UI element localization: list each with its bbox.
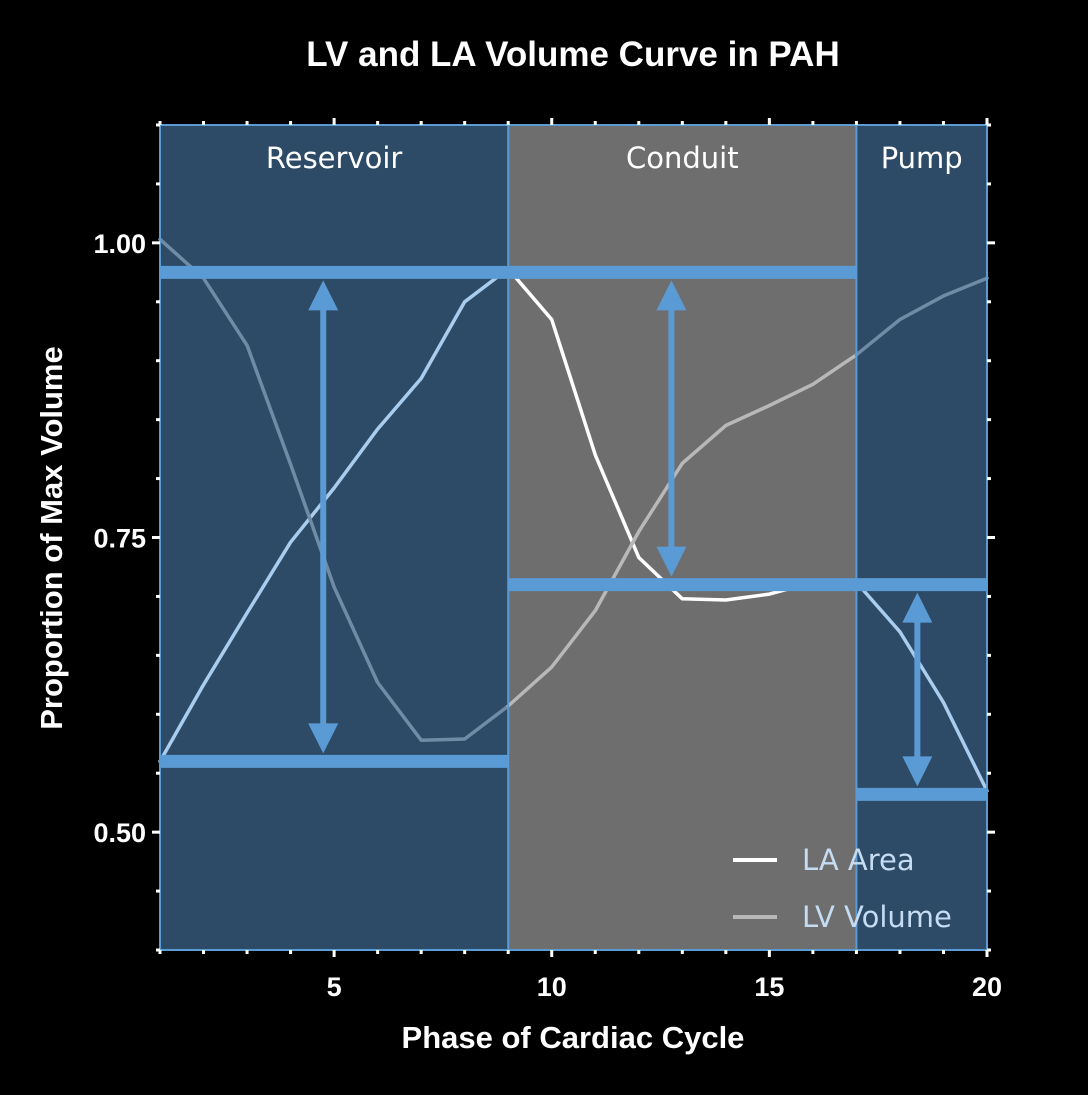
- y-tick-label-0.75: 0.75: [93, 524, 146, 554]
- x-tick-label-20: 20: [972, 972, 1002, 1002]
- x-axis-label: Phase of Cardiac Cycle: [402, 1020, 745, 1055]
- legend-label-lv-volume: LV Volume: [802, 900, 952, 934]
- phase-label-pump: Pump: [881, 141, 963, 175]
- phase-region-reservoir: [160, 125, 509, 950]
- chart-title: LV and LA Volume Curve in PAH: [306, 35, 839, 74]
- double-arrow-head-bottom-1: [308, 723, 339, 754]
- x-tick-label-10: 10: [537, 972, 567, 1002]
- double-arrow-head-bottom-2: [656, 546, 687, 577]
- double-arrow-head-top-2: [656, 280, 687, 311]
- double-arrow-head-top-3: [902, 592, 933, 623]
- phase-region-pump: [856, 125, 987, 950]
- phase-region-conduit: [508, 125, 857, 950]
- double-arrow-head-top-1: [308, 280, 339, 311]
- double-arrow-head-bottom-3: [902, 756, 933, 787]
- series-line-la-area-segment-3: [854, 580, 989, 793]
- y-tick-label-1: 1.00: [93, 229, 146, 259]
- series-line-la-area-segment-1: [158, 267, 510, 764]
- x-tick-label-5: 5: [327, 972, 342, 1002]
- series-line-lv-volume-segment-1: [158, 237, 510, 742]
- series-line-lv-volume-segment-2: [506, 353, 859, 708]
- series-line-lv-volume-segment-3: [854, 276, 989, 357]
- y-axis-label: Proportion of Max Volume: [34, 346, 69, 730]
- phase-label-conduit: Conduit: [626, 141, 739, 175]
- x-tick-label-15: 15: [754, 972, 784, 1002]
- phase-label-reservoir: Reservoir: [266, 141, 403, 175]
- legend-label-la-area: LA Area: [802, 843, 915, 877]
- y-tick-label-0.5: 0.50: [93, 818, 146, 848]
